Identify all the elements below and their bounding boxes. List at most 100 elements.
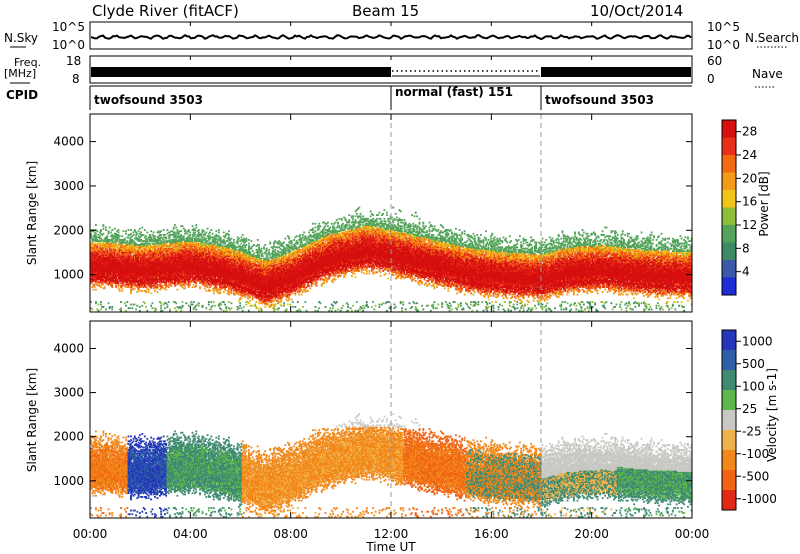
heatmap-cell: [96, 266, 99, 269]
heatmap-cell: [97, 234, 100, 236]
heatmap-cell: [143, 275, 146, 277]
heatmap-cell: [108, 240, 111, 243]
heatmap-cell: [112, 263, 115, 266]
heatmap-cell: [141, 226, 144, 229]
heatmap-cell: [154, 244, 156, 246]
heatmap-cell: [106, 253, 109, 256]
heatmap-cell: [136, 260, 139, 262]
heatmap-cell: [123, 262, 126, 265]
heatmap-cell: [154, 256, 156, 259]
heatmap-cell: [117, 234, 120, 236]
heatmap-cell: [151, 234, 154, 236]
heatmap-cell: [110, 265, 112, 267]
heatmap-cell: [101, 265, 104, 267]
heatmap-cell: [128, 266, 131, 269]
heatmap-cell: [126, 268, 129, 271]
heatmap-cell: [90, 236, 92, 239]
heatmap-cell: [121, 282, 124, 285]
heatmap-cell: [130, 241, 132, 244]
heatmap-cell: [125, 245, 127, 248]
heatmap-cell: [212, 289, 215, 292]
heatmap-cell: [96, 240, 99, 243]
heatmap-cell: [91, 255, 94, 257]
heatmap-cell: [96, 281, 99, 284]
heatmap-cell: [97, 281, 100, 284]
heatmap-cell: [125, 265, 127, 267]
heatmap-cell: [156, 240, 159, 243]
heatmap-cell: [181, 225, 184, 228]
heatmap-cell: [132, 240, 135, 243]
heatmap-cell: [157, 252, 160, 255]
heatmap-cell: [159, 255, 161, 257]
heatmap-cell: [95, 237, 97, 240]
heatmap-cell: [106, 241, 109, 244]
heatmap-cell: [154, 260, 156, 262]
heatmap-cell: [159, 278, 161, 281]
heatmap-cell: [126, 280, 129, 282]
heatmap-cell: [156, 265, 159, 267]
heatmap-cell: [140, 258, 143, 261]
heatmap-cell: [107, 253, 110, 256]
heatmap-cell: [100, 265, 102, 267]
heatmap-cell: [160, 277, 163, 280]
heatmap-cell: [98, 240, 101, 243]
heatmap-cell: [97, 247, 100, 250]
heatmap-cell: [146, 272, 149, 275]
heatmap-cell: [105, 226, 107, 229]
heatmap-cell: [93, 234, 96, 236]
heatmap-cell: [148, 270, 151, 272]
heatmap-cell: [103, 257, 106, 260]
heatmap-cell: [111, 277, 114, 280]
heatmap-cell: [151, 273, 154, 276]
heatmap-cell: [110, 256, 112, 259]
heatmap-cell: [116, 256, 119, 259]
heatmap-cell: [142, 256, 145, 259]
heatmap-cell: [108, 306, 111, 308]
heatmap-cell: [105, 247, 107, 250]
heatmap-cell: [125, 241, 127, 244]
heatmap-cell: [142, 276, 145, 279]
heatmap-cell: [102, 253, 105, 256]
heatmap-cell: [120, 248, 122, 251]
heatmap-cell: [121, 258, 124, 261]
heatmap-cell: [115, 255, 117, 257]
heatmap-cell: [118, 266, 121, 269]
heatmap-cell: [128, 282, 131, 285]
heatmap-cell: [113, 262, 116, 265]
heatmap-cell: [126, 252, 129, 255]
heatmap-cell: [111, 306, 114, 308]
heatmap-cell: [159, 281, 161, 284]
heatmap-cell: [141, 255, 144, 257]
heatmap-cell: [105, 263, 107, 266]
heatmap-cell: [128, 253, 131, 256]
heatmap-cell: [106, 275, 109, 277]
nsearch-tick-bottom: 10^0: [707, 38, 740, 52]
heatmap-cell: [95, 281, 97, 284]
heatmap-cell: [133, 265, 136, 267]
heatmap-cell: [152, 237, 155, 240]
heatmap-cell: [102, 248, 105, 251]
heatmap-cell: [101, 283, 104, 286]
heatmap-cell: [123, 237, 126, 240]
heatmap-cell: [118, 251, 121, 254]
heatmap-cell: [121, 239, 124, 241]
heatmap-cell: [161, 284, 164, 287]
heatmap-cell: [133, 230, 136, 233]
heatmap-cell: [117, 252, 120, 255]
heatmap-cell: [108, 250, 111, 253]
heatmap-cell: [150, 262, 153, 265]
heatmap-cell: [195, 308, 198, 311]
heatmap-cell: [141, 256, 144, 259]
heatmap-cell: [157, 247, 160, 250]
heatmap-cell: [126, 263, 129, 266]
heatmap-cell: [156, 291, 159, 293]
heatmap-cell: [125, 276, 127, 279]
heatmap-cell: [147, 266, 150, 269]
heatmap-cell: [108, 307, 111, 310]
heatmap-cell: [121, 270, 124, 272]
heatmap-cell: [156, 271, 159, 274]
heatmap-cell: [103, 281, 106, 284]
heatmap-cell: [105, 241, 107, 244]
heatmap-cell: [160, 282, 163, 285]
heatmap-cell: [143, 258, 146, 261]
